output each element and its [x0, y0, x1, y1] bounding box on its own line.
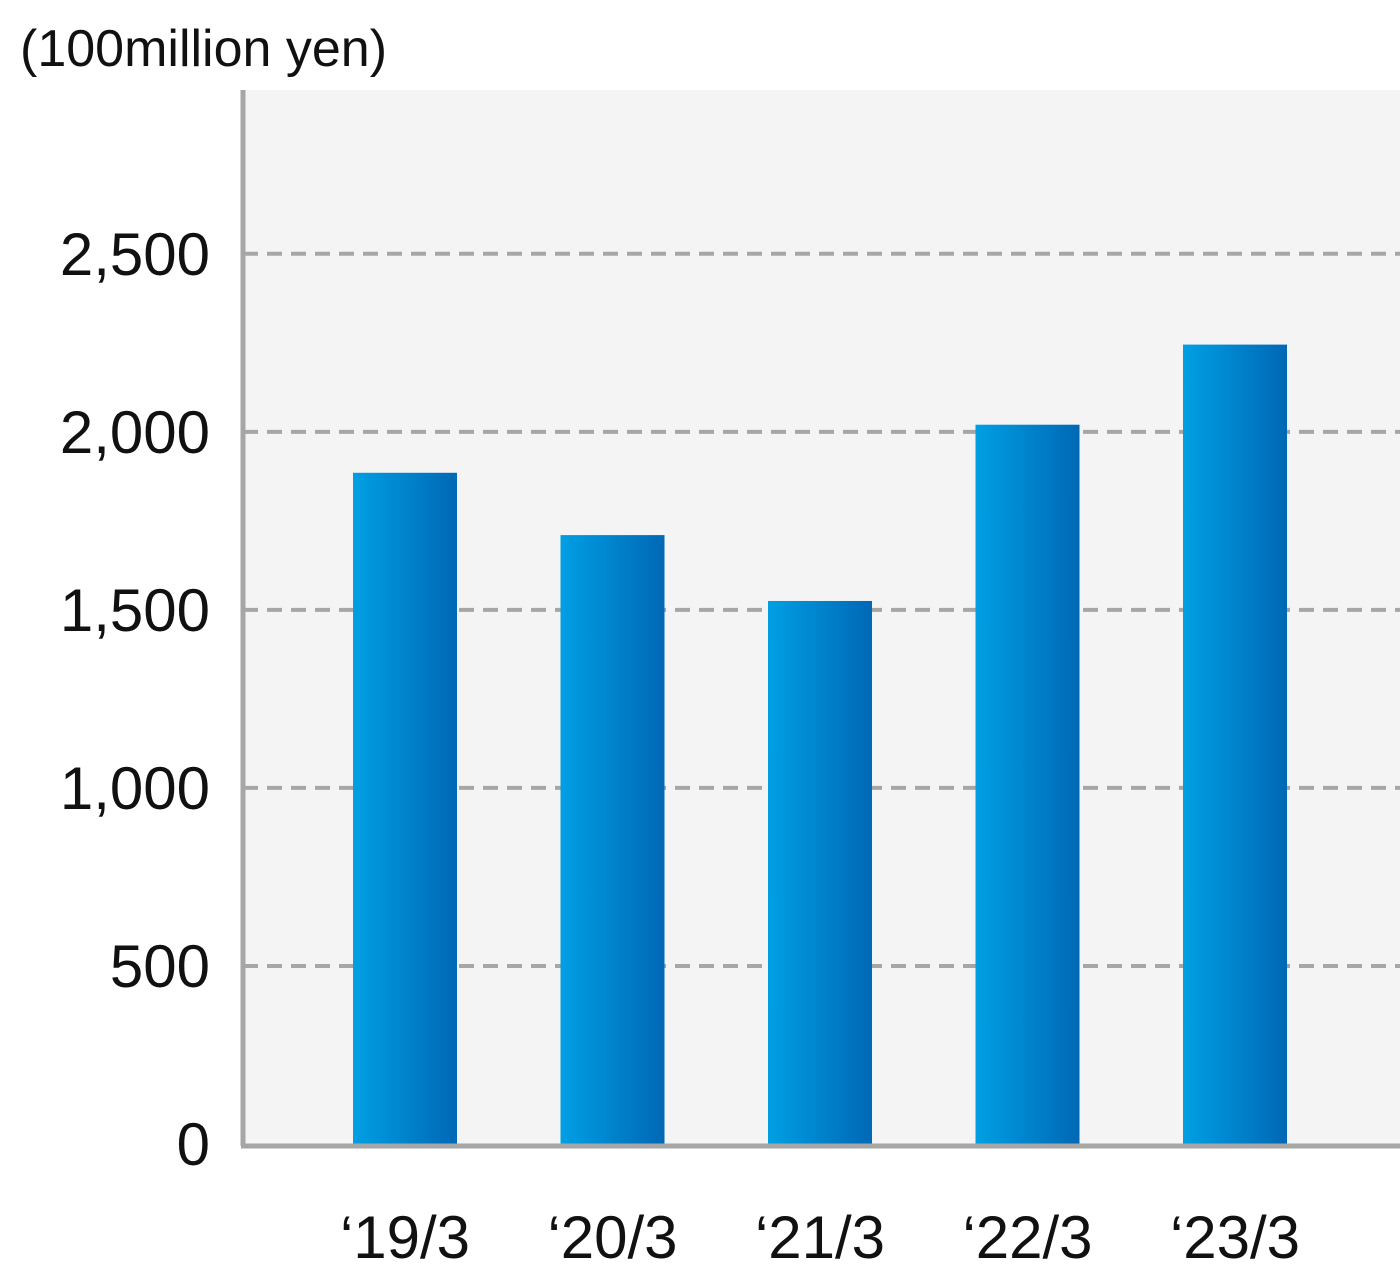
- bar: [560, 535, 665, 1144]
- x-tick-label: ‘21/3: [755, 1204, 885, 1271]
- bar: [975, 424, 1080, 1145]
- y-tick-label: 0: [177, 1111, 210, 1178]
- x-tick-label: ‘20/3: [547, 1204, 677, 1271]
- y-tick-label: 500: [110, 933, 210, 1000]
- y-axis-unit-label: (100million yen): [20, 20, 387, 78]
- x-tick-label: ‘19/3: [340, 1204, 470, 1271]
- y-tick-label: 2,000: [60, 399, 210, 466]
- y-tick-label: 1,500: [60, 577, 210, 644]
- y-tick-labels: 0 500 1,000 1,500 2,000 2,500: [60, 221, 210, 1178]
- y-tick-label: 1,000: [60, 755, 210, 822]
- x-tick-label: ‘23/3: [1170, 1204, 1300, 1271]
- bar: [353, 472, 457, 1144]
- x-tick-label: ‘22/3: [962, 1204, 1092, 1271]
- bars: [353, 344, 1287, 1145]
- y-tick-label: 2,500: [60, 221, 210, 288]
- bar: [768, 600, 872, 1144]
- x-tick-labels: ‘19/3 ‘20/3 ‘21/3 ‘22/3 ‘23/3: [340, 1204, 1300, 1271]
- bar: [1183, 344, 1287, 1144]
